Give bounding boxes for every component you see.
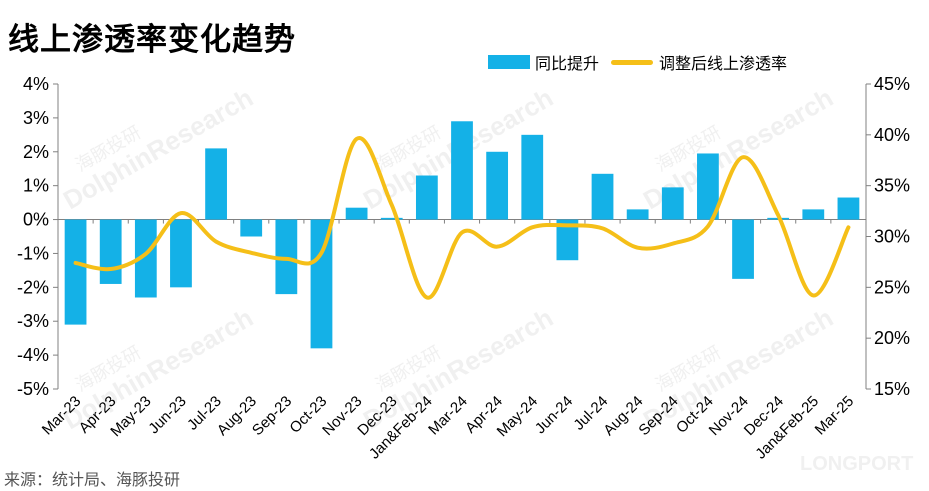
right-tick-label: 35%: [874, 176, 910, 196]
left-tick-label: 3%: [23, 108, 49, 128]
x-tick-label: Mar-25: [812, 393, 858, 439]
bar: [275, 219, 298, 295]
left-tick-label: -2%: [17, 277, 49, 297]
legend-bar-label: 同比提升: [535, 54, 600, 73]
bar: [240, 219, 263, 237]
bar: [802, 209, 825, 220]
bar: [591, 173, 614, 220]
left-tick-label: -1%: [17, 243, 49, 263]
legend-bar-swatch: [488, 55, 530, 69]
bar: [451, 121, 473, 220]
bar: [837, 197, 860, 220]
left-tick-label: 4%: [23, 74, 49, 94]
bar: [415, 175, 438, 220]
bar: [170, 219, 192, 288]
bar: [345, 207, 368, 220]
x-tick-label: Jun-23: [145, 393, 189, 437]
legend-line-swatch: [611, 59, 654, 65]
left-tick-label: -3%: [17, 311, 49, 331]
legend-line-label: 调整后线上渗透率: [659, 54, 788, 73]
bar: [521, 134, 544, 220]
bar: [697, 153, 719, 220]
bar: [205, 148, 227, 220]
bar: [556, 219, 579, 261]
watermark-corner-text: LONGPORT: [800, 453, 913, 475]
right-tick-label: 15%: [874, 379, 910, 399]
bar: [626, 209, 649, 220]
bar: [661, 187, 684, 220]
bar: [99, 219, 122, 284]
left-tick-label: -5%: [17, 379, 49, 399]
left-tick-label: 1%: [23, 176, 49, 196]
right-tick-label: 45%: [874, 74, 910, 94]
x-tick-label: Jun-24: [532, 393, 576, 437]
bar: [134, 219, 157, 298]
right-tick-label: 20%: [874, 328, 910, 348]
left-tick-label: -4%: [17, 345, 49, 365]
right-tick-label: 40%: [874, 125, 910, 145]
bar: [310, 219, 333, 349]
bar: [380, 217, 403, 220]
bar: [486, 151, 509, 220]
bar-series: [64, 121, 860, 349]
right-tick-label: 30%: [874, 227, 910, 247]
bar: [64, 219, 87, 325]
chart-title: 线上渗透率变化趋势: [8, 22, 296, 58]
x-tick-label: Sep-23: [249, 393, 295, 439]
legend: 同比提升 调整后线上渗透率: [488, 50, 787, 74]
bar: [732, 219, 754, 279]
left-tick-label: 2%: [23, 142, 49, 162]
left-tick-label: 0%: [23, 210, 49, 230]
right-tick-label: 25%: [874, 277, 910, 297]
source-note: 来源：统计局、海豚投研: [4, 470, 181, 489]
line-series: [73, 136, 851, 300]
